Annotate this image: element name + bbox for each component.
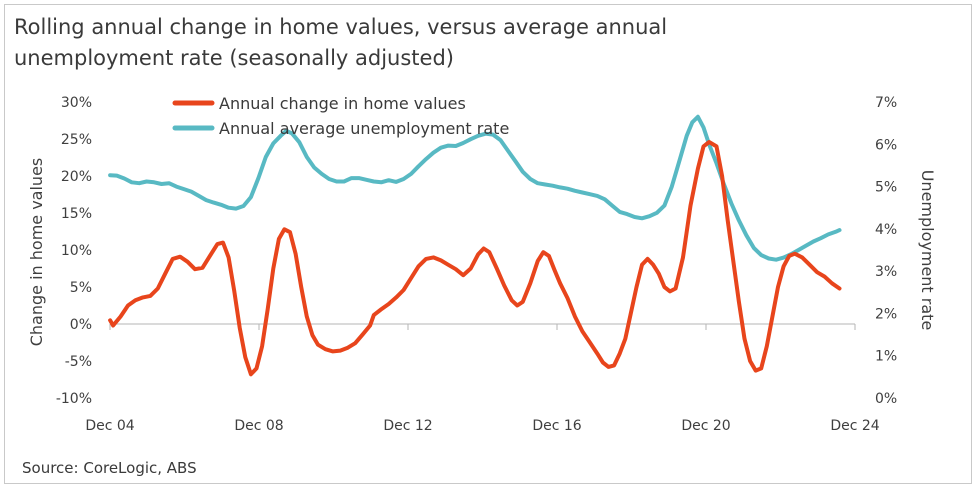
- home-values-line: [108, 140, 842, 377]
- y-left-axis-title: Change in home values: [27, 158, 46, 347]
- y-right-tick-label: 4%: [875, 222, 897, 238]
- y-left-tick-label: 25%: [61, 132, 92, 148]
- source-note: Source: CoreLogic, ABS: [22, 459, 197, 477]
- y-right-tick-label: 2%: [875, 306, 897, 322]
- x-tick-label: Dec 20: [681, 418, 730, 434]
- lines: [108, 114, 842, 377]
- y-left-tick-label: -10%: [56, 391, 92, 407]
- y-right-tick-label: 0%: [875, 391, 897, 407]
- y-right-tick-label: 3%: [875, 264, 897, 280]
- x-tick-label: Dec 08: [234, 418, 283, 434]
- chart-title: Rolling annual change in home values, ve…: [14, 15, 668, 70]
- axes: Dec 04 Dec 08 Dec 12 Dec 16 Dec 20 Dec 24 30% 2…: [27, 95, 937, 434]
- y-left-tick-label: -5%: [65, 354, 92, 370]
- y-right-tick-label: 5%: [875, 180, 897, 196]
- y-left-tick-label: 20%: [61, 169, 92, 185]
- y-left-tick-label: 30%: [61, 95, 92, 111]
- y-left-tick-label: 5%: [70, 280, 92, 296]
- y-right-tick-label: 6%: [875, 137, 897, 153]
- x-tick-label: Dec 04: [85, 418, 134, 434]
- legend-label: Annual change in home values: [219, 94, 466, 113]
- x-tick-label: Dec 16: [532, 418, 581, 434]
- y-right-tick-label: 1%: [875, 349, 897, 365]
- legend-label: Annual average unemployment rate: [219, 119, 509, 138]
- y-right-tick-label: 7%: [875, 95, 897, 111]
- y-right-axis-title: Unemployment rate: [918, 170, 937, 331]
- y-left-tick-label: 15%: [61, 206, 92, 222]
- y-left-tick-label: 0%: [70, 317, 92, 333]
- legend: Annual change in home values Annual avera…: [172, 94, 509, 138]
- x-tick-label: Dec 24: [830, 418, 879, 434]
- y-left-tick-label: 10%: [61, 243, 92, 259]
- x-tick-label: Dec 12: [383, 418, 432, 434]
